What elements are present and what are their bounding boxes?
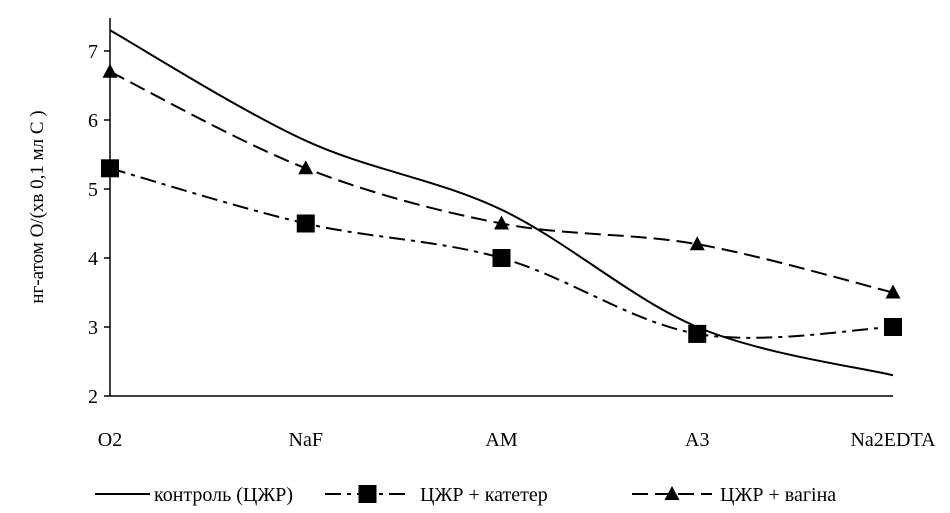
data-point (494, 215, 509, 230)
data-point (102, 63, 118, 78)
legend-label: контроль (ЦЖР) (154, 484, 293, 506)
series-line (109, 29, 894, 377)
legend-item-1: контроль (ЦЖР) (95, 484, 293, 506)
x-tick-label: A3 (685, 429, 709, 451)
legend-item-3: ЦЖР + вагіна (632, 484, 836, 506)
series-line (109, 167, 894, 339)
y-tick-label: 5 (88, 179, 98, 201)
y-tick-labels: 2 3 4 5 6 7 (88, 41, 110, 408)
legend-label: ЦЖР + вагіна (720, 484, 836, 506)
data-point (296, 214, 315, 233)
x-tick-label: Na2EDTA (850, 429, 936, 451)
axes (109, 18, 893, 397)
legend: контроль (ЦЖР) ЦЖР + катетер ЦЖР + вагіна (95, 484, 836, 506)
data-point (101, 159, 119, 178)
y-tick-label: 6 (88, 110, 98, 132)
series-group (101, 29, 902, 377)
y-tick-label: 2 (88, 386, 98, 408)
data-point (688, 324, 707, 343)
series-1 (109, 29, 894, 377)
data-point (492, 249, 511, 267)
legend-label: ЦЖР + катетер (420, 484, 548, 506)
data-point (298, 160, 314, 175)
x-tick-label: AM (485, 429, 517, 451)
legend-marker (358, 485, 377, 503)
y-tick-label: 3 (88, 317, 98, 339)
x-tick-label: O2 (98, 429, 122, 451)
x-tick-labels: O2 NaF AM A3 Na2EDTA (98, 429, 936, 451)
legend-item-2: ЦЖР + катетер (325, 484, 548, 506)
y-tick-label: 7 (88, 41, 98, 63)
y-axis-title: нг-атом О/(хв 0,1 мл С ) (27, 110, 48, 303)
data-point (884, 318, 902, 336)
x-tick-label: NaF (289, 429, 323, 451)
data-point (689, 236, 705, 251)
y-tick-label: 4 (88, 248, 98, 270)
data-point (885, 284, 901, 299)
legend-marker (664, 486, 680, 500)
series-3 (102, 63, 901, 299)
series-2 (101, 159, 902, 343)
